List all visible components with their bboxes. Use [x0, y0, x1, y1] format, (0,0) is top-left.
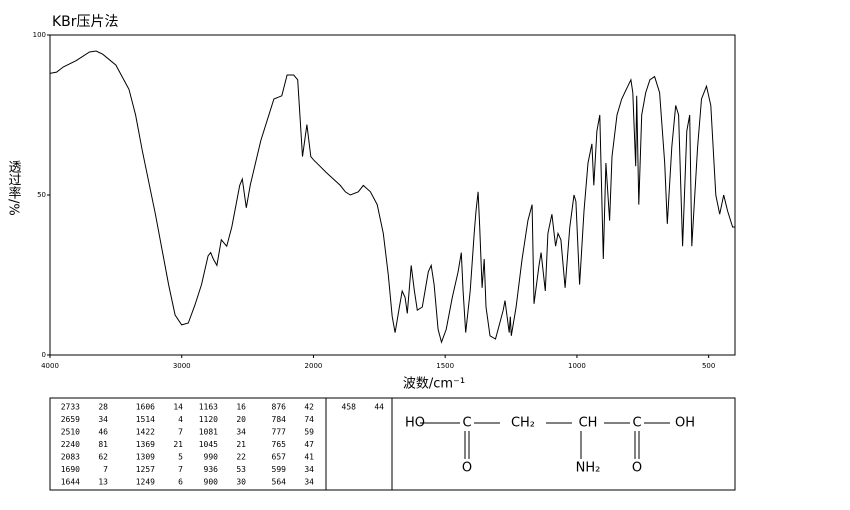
x-tick-label: 4000	[41, 362, 59, 370]
table-transmittance: 16	[236, 403, 246, 412]
table-transmittance: 74	[304, 415, 314, 424]
structure-label: CH	[579, 416, 598, 431]
table-wavenumber: 1690	[61, 465, 80, 474]
table-transmittance: 59	[304, 428, 314, 437]
table-wavenumber: 936	[204, 465, 219, 474]
table-transmittance: 34	[304, 478, 314, 487]
table-transmittance: 42	[304, 403, 314, 412]
table-transmittance: 28	[98, 403, 108, 412]
table-wavenumber: 1045	[199, 440, 218, 449]
table-transmittance: 14	[173, 403, 183, 412]
table-wavenumber: 657	[272, 453, 287, 462]
y-tick-label: 50	[37, 191, 46, 199]
table-wavenumber: 784	[272, 415, 287, 424]
structure-label: C	[462, 416, 471, 431]
table-wavenumber: 1422	[136, 428, 155, 437]
table-wavenumber: 1120	[199, 415, 218, 424]
table-wavenumber: 1514	[136, 415, 155, 424]
table-wavenumber: 599	[272, 465, 287, 474]
table-wavenumber: 2659	[61, 415, 80, 424]
table-transmittance: 22	[236, 453, 246, 462]
table-wavenumber: 1081	[199, 428, 218, 437]
table-wavenumber: 1249	[136, 478, 155, 487]
table-transmittance: 7	[178, 465, 183, 474]
x-tick-label: 1000	[568, 362, 586, 370]
table-transmittance: 62	[98, 453, 108, 462]
chart-title: KBr压片法	[52, 14, 119, 30]
structure-label: C	[632, 416, 641, 431]
x-tick-label: 3000	[173, 362, 191, 370]
table-transmittance: 13	[98, 478, 108, 487]
table-wavenumber: 1644	[61, 478, 80, 487]
table-transmittance: 44	[374, 403, 384, 412]
table-wavenumber: 1369	[136, 440, 155, 449]
spectrum-line	[49, 50, 735, 344]
table-transmittance: 21	[236, 440, 246, 449]
table-transmittance: 46	[98, 428, 108, 437]
structure-label: CH₂	[511, 416, 535, 431]
table-wavenumber: 2240	[61, 440, 80, 449]
table-wavenumber: 1163	[199, 403, 218, 412]
table-transmittance: 53	[236, 465, 246, 474]
table-transmittance: 30	[236, 478, 246, 487]
y-tick-label: 0	[42, 351, 46, 359]
x-tick-label: 1500	[436, 362, 454, 370]
table-transmittance: 20	[236, 415, 246, 424]
table-transmittance: 4	[178, 415, 183, 424]
table-transmittance: 34	[236, 428, 246, 437]
table-wavenumber: 2083	[61, 453, 80, 462]
table-wavenumber: 1257	[136, 465, 155, 474]
x-tick-label: 500	[702, 362, 715, 370]
bonds	[420, 422, 670, 459]
table-wavenumber: 2510	[61, 428, 80, 437]
plot-frame	[49, 34, 736, 356]
table-wavenumber: 990	[204, 453, 219, 462]
table-wavenumber: 1309	[136, 453, 155, 462]
structure-label: O	[462, 461, 472, 476]
table-transmittance: 41	[304, 453, 314, 462]
table-transmittance: 81	[98, 440, 108, 449]
table-transmittance: 6	[178, 478, 183, 487]
structure-label: O	[632, 461, 642, 476]
y-axis-label: 透过率/%	[6, 160, 22, 216]
table-transmittance: 47	[304, 440, 314, 449]
table-wavenumber: 458	[342, 403, 357, 412]
table-transmittance: 21	[173, 440, 183, 449]
table-transmittance: 34	[304, 465, 314, 474]
table-wavenumber: 564	[272, 478, 287, 487]
structure-label: OH	[675, 416, 695, 431]
table-wavenumber: 765	[272, 440, 287, 449]
table-wavenumber: 1606	[136, 403, 155, 412]
table-wavenumber: 900	[204, 478, 219, 487]
x-tick-label: 2000	[305, 362, 323, 370]
y-tick-label: 100	[33, 31, 46, 39]
structure-label: NH₂	[576, 461, 601, 476]
table-transmittance: 7	[103, 465, 108, 474]
x-axis-label: 波数/cm⁻¹	[403, 377, 465, 392]
table-wavenumber: 777	[272, 428, 287, 437]
table-transmittance: 34	[98, 415, 108, 424]
table-wavenumber: 2733	[61, 403, 80, 412]
table-transmittance: 7	[178, 428, 183, 437]
structure-label: HO	[405, 416, 425, 431]
table-transmittance: 5	[178, 453, 183, 462]
table-wavenumber: 876	[272, 403, 287, 412]
